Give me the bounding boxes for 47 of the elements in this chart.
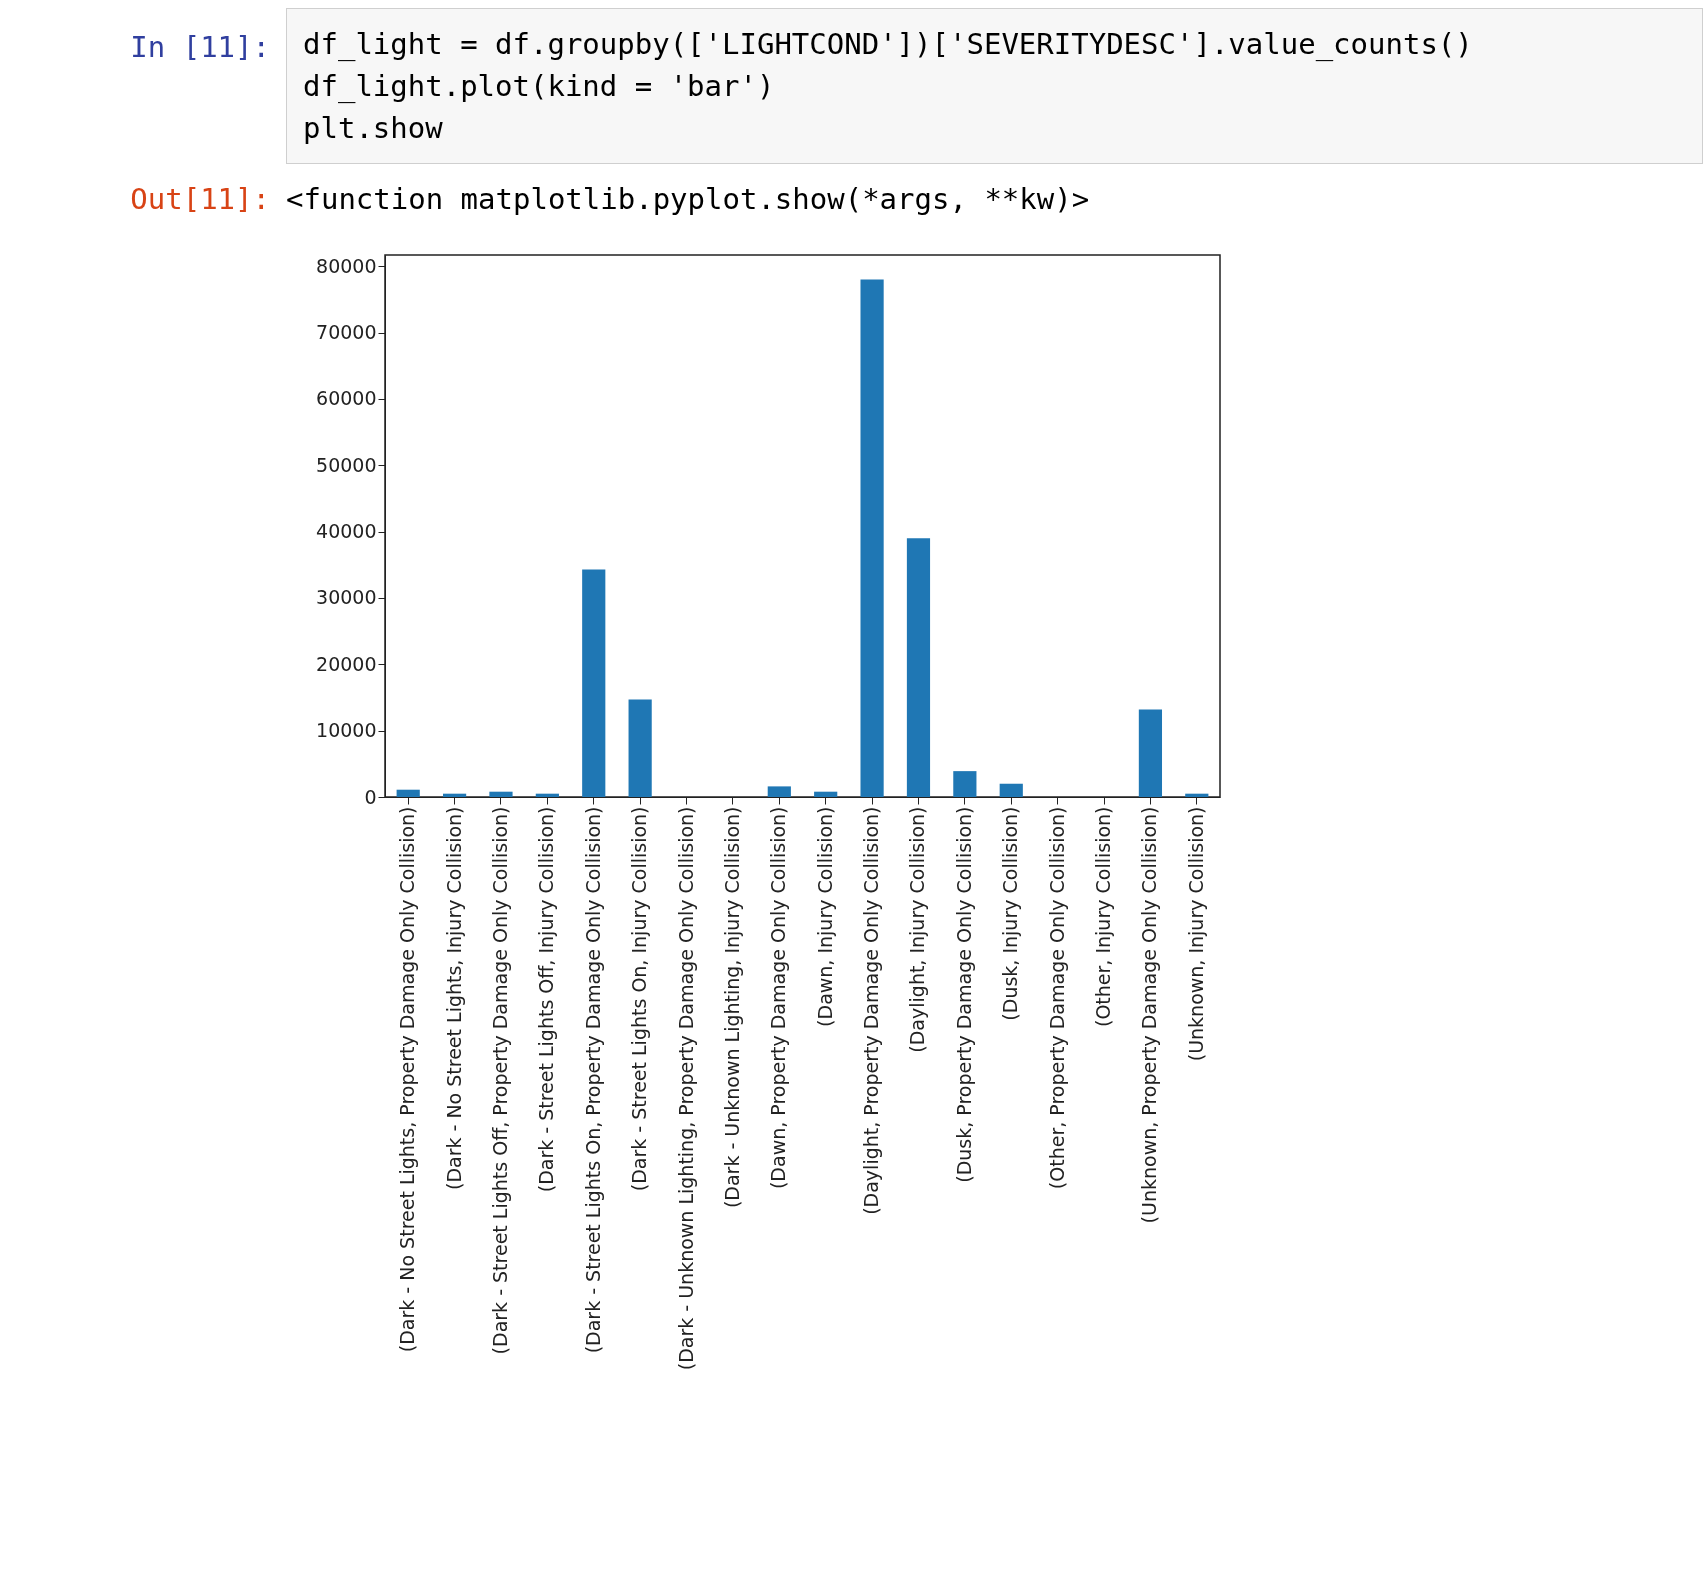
bar [767,786,791,797]
bar [1138,709,1163,797]
x-tick-label: (Dawn, Injury Collision) [813,806,836,1027]
text: df_light = df.groupby(['LIGHTCOND'])['SEVERITYDESC'].value_counts() [303,27,1473,61]
x-tick-label: (Dusk, Property Damage Only Collision) [952,806,975,1183]
bar [814,791,838,797]
x-tick-label: (Unknown, Injury Collision) [1184,806,1207,1062]
x-tick-label: (Dark - No Street Lights, Property Damage Only Collision) [396,806,419,1353]
bar [999,783,1023,797]
x-tick-label: (Dark - Unknown Lighting, Property Damage Only Collision) [674,806,697,1371]
bar [582,569,606,797]
bar [1185,793,1209,797]
bar [628,699,652,797]
y-tick-label: 40000 [316,520,377,543]
x-tick-label: (Other, Injury Collision) [1092,806,1115,1027]
text: Out[11]: [129,181,271,218]
x-tick-label: (Dusk, Injury Collision) [999,806,1022,1021]
text: In [11]: [129,29,271,66]
x-tick-label: (Dark - Street Lights On, Injury Collision) [628,806,651,1192]
x-tick-label: (Dark - Street Lights Off, Injury Collision) [535,806,558,1193]
x-tick-label: (Other, Property Damage Only Collision) [1045,806,1068,1190]
y-tick-label: 10000 [316,719,377,742]
x-tick-label: (Daylight, Property Damage Only Collision) [860,806,883,1215]
y-tick-label: 30000 [316,586,377,609]
y-tick-label: 20000 [316,652,377,675]
x-tick-label: (Dark - Street Lights On, Property Damage Only Collision) [581,806,604,1354]
bar [442,793,467,797]
bar [953,771,977,797]
y-tick-label: 50000 [316,453,377,476]
text: plt.show [303,111,443,145]
y-tick-label: 80000 [316,254,377,277]
x-tick-label: (Dark - Unknown Lighting, Injury Collision) [720,806,743,1209]
y-tick-label: 0 [364,785,377,808]
y-tick-label: 60000 [316,387,377,410]
text: df_light.plot(kind = 'bar') [303,69,775,103]
x-tick-label: (Dark - Street Lights Off, Property Damage Only Collision) [488,806,511,1355]
y-tick-label: 70000 [316,321,377,344]
x-tick-label: (Dawn, Property Damage Only Collision) [767,806,790,1190]
bar [906,538,931,797]
bar [489,791,513,797]
x-tick-label: (Dark - No Street Lights, Injury Collision) [442,806,465,1191]
bar [860,279,884,797]
x-tick-label: (Daylight, Injury Collision) [906,806,929,1053]
bar [535,793,559,797]
bar [396,789,420,797]
text: <function matplotlib.pyplot.show(*args, **kw)> [286,181,1090,218]
x-tick-label: (Unknown, Property Damage Only Collision) [1138,806,1161,1224]
